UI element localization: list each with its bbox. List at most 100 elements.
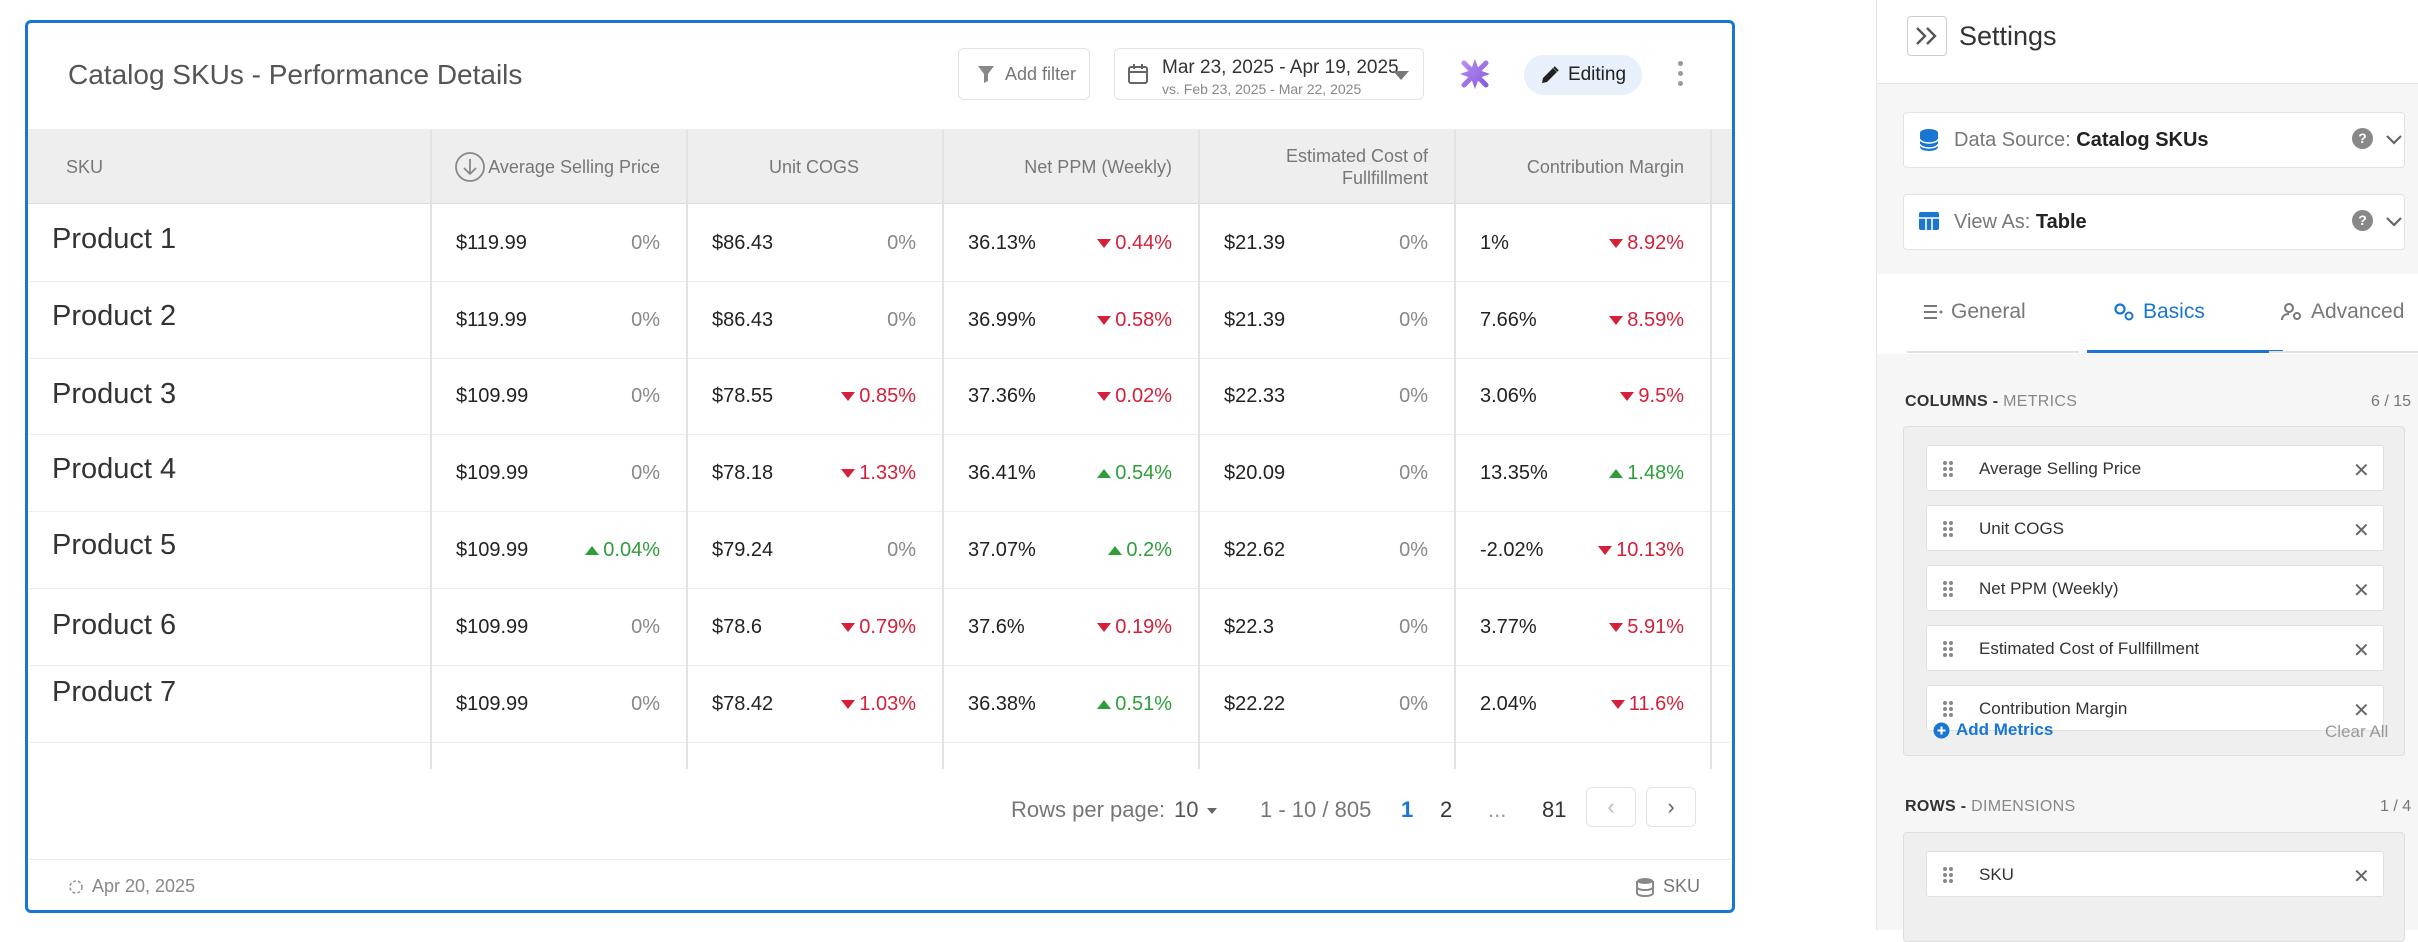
ppm-value: 37.07% (968, 539, 1036, 561)
settings-panel: Settings Data Source: Catalog SKUs ? Vie… (1876, 0, 2418, 942)
rows-per-page-select[interactable]: 10 (1174, 797, 1199, 822)
table-row[interactable]: Product 1 $119.99 0% $86.43 0% 36.13% 0.44% $21… (28, 205, 1732, 282)
sort-descending-icon[interactable] (454, 151, 486, 183)
drag-handle-icon[interactable] (1941, 699, 1955, 719)
tab-general[interactable]: General (1923, 300, 2026, 324)
more-options-icon[interactable] (1678, 61, 1684, 91)
column-divider (1710, 129, 1712, 769)
pencil-icon (1541, 66, 1559, 83)
margin-change: 11.6% (1554, 666, 1684, 743)
table-row[interactable]: Product 2 $119.99 0% $86.43 0% 36.99% 0.58% $21… (28, 282, 1732, 359)
asp-change: 0% (530, 589, 660, 666)
column-header-ppm[interactable]: Net PPM (Weekly) (1024, 156, 1172, 177)
view-as-select[interactable]: View As: Table ? (1903, 194, 2405, 250)
metric-item[interactable]: Net PPM (Weekly) ✕ (1926, 565, 2384, 611)
remove-icon[interactable]: ✕ (2353, 580, 2370, 602)
page-last[interactable]: 81 (1542, 797, 1567, 822)
margin-value: -2.02% (1480, 539, 1544, 561)
remove-icon[interactable]: ✕ (2353, 640, 2370, 662)
dimension-text: SKU (1662, 876, 1700, 896)
cogs-value: $78.55 (712, 385, 774, 407)
margin-change-text: 9.5% (1638, 385, 1684, 407)
ppm-change-text: 0.02% (1115, 385, 1172, 407)
prev-page-button[interactable]: ‹ (1586, 787, 1636, 827)
remove-icon[interactable]: ✕ (2353, 866, 2370, 888)
asp-value: $109.99 (456, 693, 529, 715)
table-row[interactable]: Product 7 $109.99 0% $78.42 1.03% 36.38% 0.51%… (28, 666, 1732, 743)
drag-handle-icon[interactable] (1941, 459, 1955, 479)
triangle-down-icon (841, 469, 856, 478)
metric-item[interactable]: Estimated Cost of Fullfillment ✕ (1926, 625, 2384, 671)
cogs-value: $86.43 (712, 232, 774, 254)
column-header-fulfill[interactable]: Estimated Cost of Fullfillment (1285, 145, 1428, 188)
triangle-down-icon (1097, 623, 1112, 632)
triangle-down-icon (841, 392, 856, 401)
column-header-margin[interactable]: Contribution Margin (1526, 156, 1684, 177)
page-2[interactable]: 2 (1440, 797, 1453, 822)
grip-wrap (1941, 519, 1955, 544)
metric-item[interactable]: Unit COGS ✕ (1926, 505, 2384, 551)
table-row[interactable]: Product 5 $109.99 0.04% $79.24 0% 37.07% 0.2% $… (28, 512, 1732, 589)
remove-icon[interactable]: ✕ (2353, 700, 2370, 722)
view-as-value: Table (2035, 211, 2087, 233)
cogs-change: 1.33% (786, 435, 916, 512)
table-row[interactable]: Product 3 $109.99 0% $78.55 0.85% 37.36% 0.02%… (28, 358, 1732, 435)
data-source-select[interactable]: Data Source: Catalog SKUs ? (1903, 112, 2405, 168)
dimension-item[interactable]: SKU ✕ (1926, 851, 2384, 897)
drag-handle-icon[interactable] (1941, 519, 1955, 539)
remove-icon[interactable]: ✕ (2353, 460, 2370, 482)
metric-name: Net PPM (Weekly) (1979, 579, 2119, 598)
column-header-sku[interactable]: SKU (66, 156, 104, 177)
ai-sparkle-icon[interactable] (1458, 57, 1492, 91)
cogs-change: 0% (786, 512, 916, 589)
ppm-change: 0.02% (1042, 358, 1172, 435)
margin-change-text: 8.59% (1627, 309, 1684, 331)
tab-basics[interactable]: Basics (2113, 300, 2205, 324)
add-metrics-button[interactable]: Add Metrics (1933, 720, 2053, 740)
metric-item[interactable]: Contribution Margin ✕ (1926, 685, 2384, 731)
ppm-change-text: 0.58% (1115, 309, 1172, 331)
column-header-cogs[interactable]: Unit COGS (768, 156, 860, 177)
ppm-change-text: 0.19% (1115, 616, 1172, 638)
cogs-change: 0.79% (786, 589, 916, 666)
fulfill-change: 0% (1298, 743, 1428, 769)
table-row[interactable]: Product 4 $109.99 0% $78.18 1.33% 36.41% 0.54%… (28, 435, 1732, 512)
next-page-button[interactable]: › (1646, 787, 1696, 827)
page-1[interactable]: 1 (1401, 797, 1414, 822)
margin-value: 3.77% (1480, 616, 1537, 638)
help-icon[interactable]: ? (2352, 210, 2373, 231)
asp-value: $109.99 (456, 539, 529, 561)
drag-handle-icon[interactable] (1941, 579, 1955, 599)
asp-change: 0.04% (530, 512, 660, 589)
drag-handle-icon[interactable] (1941, 865, 1955, 885)
metric-name: Unit COGS (1979, 519, 2065, 538)
metric-item[interactable]: Average Selling Price ✕ (1926, 445, 2384, 491)
table-header: SKU Average Selling Price Unit COGS Net PPM… (28, 129, 1732, 204)
triangle-down-icon (1609, 316, 1624, 325)
table-row[interactable]: $109.990%$79.220%36.5%0.2%$22.30%3.53%6.… (28, 743, 1732, 769)
asp-value: $109.99 (456, 616, 529, 638)
clear-all-button[interactable]: Clear All (2325, 722, 2389, 741)
add-filter-button[interactable]: Add filter (958, 48, 1090, 100)
fulfill-change: 0% (1298, 358, 1428, 435)
table-row[interactable]: Product 6 $109.99 0% $78.6 0.79% 37.6% 0.19% $2… (28, 589, 1732, 666)
date-range-picker[interactable]: Mar 23, 2025 - Apr 19, 2025 vs. Feb 23, … (1114, 48, 1424, 100)
ppm-change-text: 0.44% (1115, 232, 1172, 254)
remove-icon[interactable]: ✕ (2353, 520, 2370, 542)
editing-button[interactable]: Editing (1524, 55, 1642, 95)
drag-handle-icon[interactable] (1941, 639, 1955, 659)
tab-advanced[interactable]: Advanced (2281, 300, 2404, 324)
dimensions-list: SKU ✕ (1903, 832, 2405, 942)
ppm-value: 37.36% (968, 385, 1036, 407)
fulfill-change: 0% (1298, 435, 1428, 512)
fulfill-change-text: 0% (1399, 309, 1428, 331)
collapse-panel-button[interactable] (1907, 16, 1947, 56)
margin-change: 9.5% (1554, 358, 1684, 435)
column-header-asp[interactable]: Average Selling Price (488, 156, 660, 177)
help-icon[interactable]: ? (2352, 128, 2373, 149)
triangle-up-icon (1097, 469, 1112, 478)
chevron-down-icon (2386, 135, 2402, 145)
margin-value: 13.35% (1480, 462, 1548, 484)
sku-cell: Product 7 (52, 676, 177, 708)
sku-cell: Product 6 (52, 609, 177, 641)
